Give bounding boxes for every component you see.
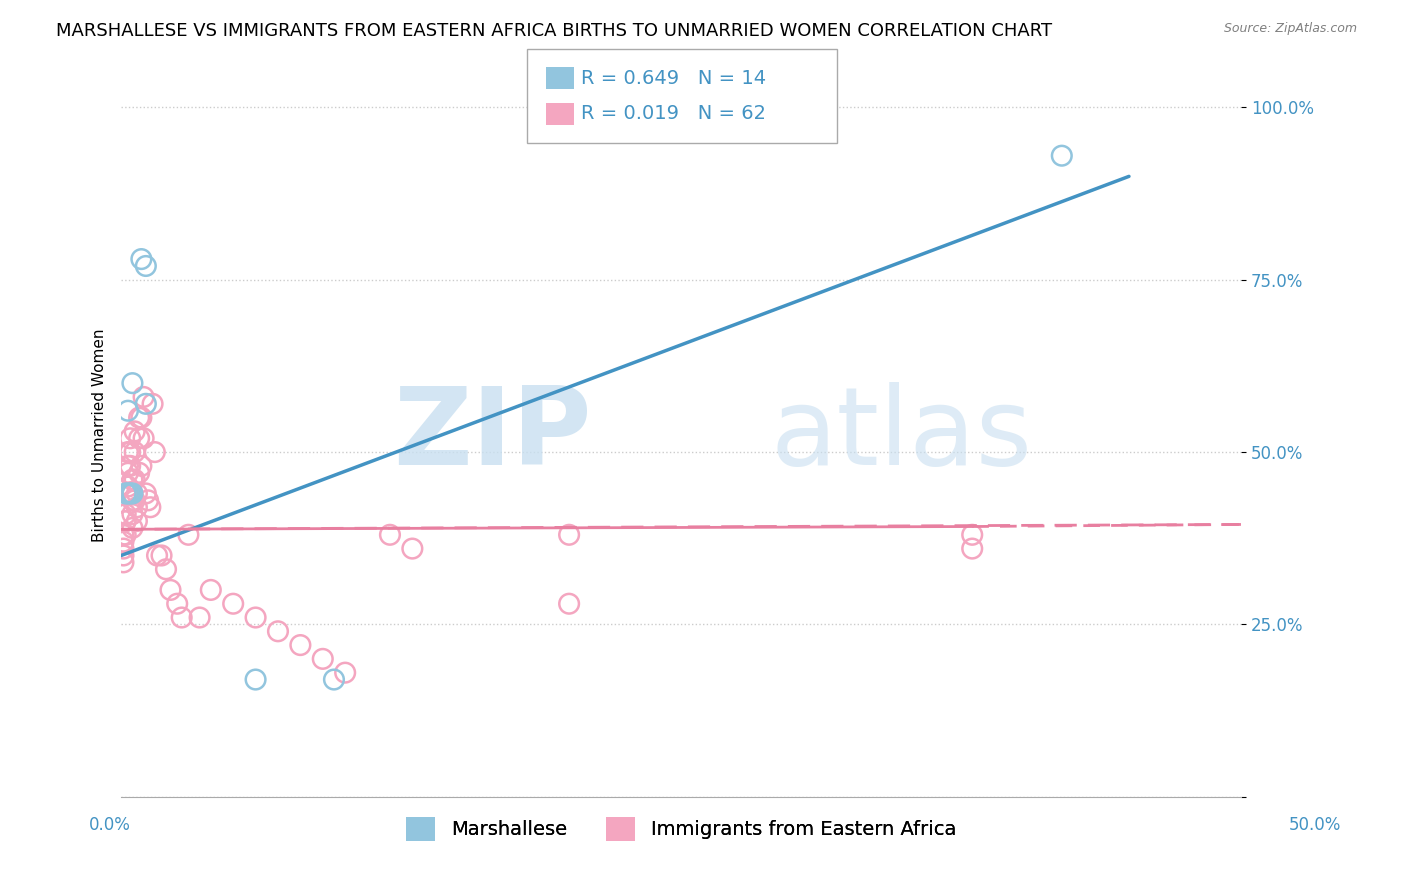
Point <box>114 486 136 500</box>
Point <box>170 610 193 624</box>
Text: atlas: atlas <box>770 382 1032 488</box>
Point <box>131 458 153 473</box>
Point <box>121 486 143 500</box>
Point <box>121 521 143 535</box>
Point <box>177 528 200 542</box>
Point <box>139 500 162 515</box>
Text: 0.0%: 0.0% <box>89 816 131 834</box>
Point <box>120 431 142 445</box>
Text: R = 0.019   N = 62: R = 0.019 N = 62 <box>581 104 766 123</box>
Point <box>121 376 143 391</box>
Point <box>143 445 166 459</box>
Point <box>121 486 143 500</box>
Point <box>128 431 150 445</box>
Point <box>558 597 581 611</box>
Point <box>142 397 165 411</box>
Point <box>128 410 150 425</box>
Point <box>114 514 136 528</box>
Point <box>121 507 143 521</box>
Point <box>124 493 146 508</box>
Point <box>120 486 142 500</box>
Point <box>120 458 142 473</box>
Y-axis label: Births to Unmarried Women: Births to Unmarried Women <box>93 328 107 541</box>
Point <box>112 528 135 542</box>
Point <box>117 479 139 493</box>
Point <box>117 458 139 473</box>
Point <box>112 541 135 556</box>
Text: 50.0%: 50.0% <box>1288 816 1341 834</box>
Point <box>132 431 155 445</box>
Point <box>124 445 146 459</box>
Point <box>558 528 581 542</box>
Point <box>960 541 983 556</box>
Point <box>401 541 423 556</box>
Point <box>267 624 290 639</box>
Text: R = 0.649   N = 14: R = 0.649 N = 14 <box>581 69 766 87</box>
Point <box>120 445 142 459</box>
Point <box>960 528 983 542</box>
Point <box>200 582 222 597</box>
Point <box>117 466 139 480</box>
Point <box>132 390 155 404</box>
Point <box>146 549 169 563</box>
Point <box>135 397 157 411</box>
Point <box>114 514 136 528</box>
Point <box>135 486 157 500</box>
Text: MARSHALLESE VS IMMIGRANTS FROM EASTERN AFRICA BIRTHS TO UNMARRIED WOMEN CORRELAT: MARSHALLESE VS IMMIGRANTS FROM EASTERN A… <box>56 22 1052 40</box>
Point <box>114 528 136 542</box>
Point <box>125 514 148 528</box>
Point <box>1050 149 1073 163</box>
Point <box>121 473 143 487</box>
Point <box>222 597 245 611</box>
Point <box>120 486 142 500</box>
Point <box>112 549 135 563</box>
Point <box>128 466 150 480</box>
Point <box>112 555 135 569</box>
Point <box>166 597 188 611</box>
Point <box>378 528 401 542</box>
Point <box>290 638 312 652</box>
Text: Source: ZipAtlas.com: Source: ZipAtlas.com <box>1223 22 1357 36</box>
Point <box>117 445 139 459</box>
Point <box>125 500 148 515</box>
Point <box>121 493 143 508</box>
Point <box>333 665 356 680</box>
Point <box>124 425 146 439</box>
Point <box>131 410 153 425</box>
Point <box>135 259 157 273</box>
Point <box>159 582 181 597</box>
Point <box>245 610 267 624</box>
Text: ZIP: ZIP <box>394 382 592 488</box>
Point <box>125 486 148 500</box>
Point <box>188 610 211 624</box>
Legend: Marshallese, Immigrants from Eastern Africa: Marshallese, Immigrants from Eastern Afr… <box>398 809 963 848</box>
Point <box>323 673 346 687</box>
Point <box>245 673 267 687</box>
Point <box>136 493 159 508</box>
Point <box>155 562 177 576</box>
Point <box>117 403 139 417</box>
Point <box>312 652 335 666</box>
Point <box>131 252 153 266</box>
Point <box>150 549 173 563</box>
Point <box>114 507 136 521</box>
Point <box>117 486 139 500</box>
Point <box>124 473 146 487</box>
Point <box>112 534 135 549</box>
